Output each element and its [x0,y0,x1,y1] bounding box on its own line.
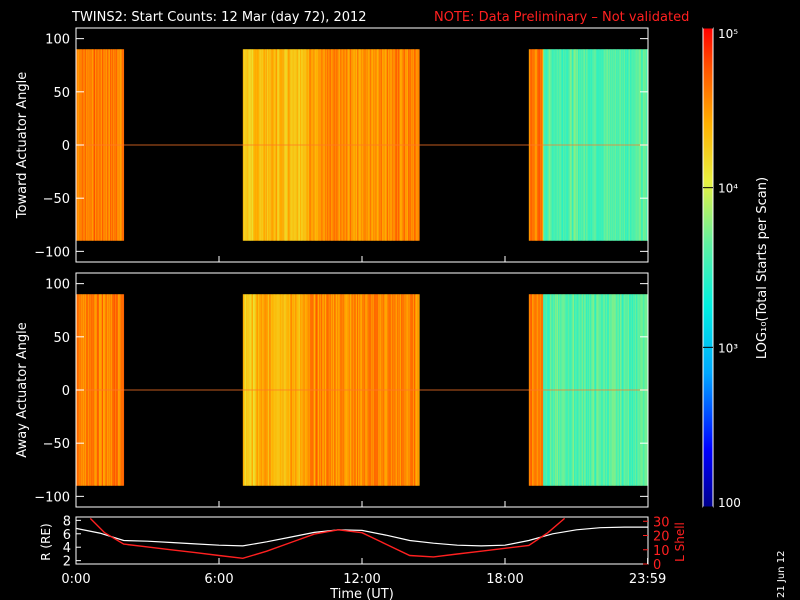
panel-frame [75,516,649,565]
y-tick-label: −100 [34,245,70,260]
colorbar-tick-label: 100 [718,496,741,510]
y-tick-label: 8 [63,514,71,529]
y2-tick-label: 0 [653,558,661,573]
colorbar-gradient [702,27,714,508]
y2-tick-label: 30 [653,515,670,530]
colorbar-tick-label: 10⁵ [718,27,738,41]
y-tick-group: 100 50 0 −50 −100 [34,278,648,507]
colorbar-tick-label: 10³ [718,341,738,355]
x-tick-label: 0:00 [61,572,90,587]
r-axis-label: R (RE) [39,523,53,560]
preliminary-note: NOTE: Data Preliminary – Not validated [434,10,689,25]
y-tick-group: 100 50 0 −50 −100 [34,33,648,262]
x-tick-label: 12:00 [343,572,380,587]
date-stamp: 21 Jun 12 [776,551,787,598]
y2-tick-label: 10 [653,544,670,559]
y2-tick-label: 20 [653,530,670,545]
x-tick-label: 23:59 [629,572,666,587]
y-tick-label: −100 [34,490,70,505]
y-tick-label: 100 [45,278,70,293]
y-tick-label: −50 [43,192,70,207]
y-tick-label: 50 [53,331,70,346]
toward-heatmap-panel: 100 50 0 −50 −100 Toward Actuator Angle [15,27,649,263]
x-tick-label: 18:00 [486,572,523,587]
chart-title: TWINS2: Start Counts: 12 Mar (day 72), 2… [71,10,367,25]
heatmap-cells [76,294,649,486]
colorbar: 10⁵ 10⁴ 10³ 100 LOG₁₀(Total Starts per Scan… [702,27,770,510]
toward-ylabel: Toward Actuator Angle [15,72,30,219]
lshell-axis-label: L Shell [673,522,687,562]
y-tick-label: 0 [62,139,70,154]
y-tick-label: 100 [45,33,70,48]
colorbar-label: LOG₁₀(Total Starts per Scan) [755,177,770,359]
y-tick-label: 4 [63,541,71,556]
x-axis-label: Time (UT) [329,587,394,600]
y-tick-label: 2 [63,555,71,570]
x-tick-label: 6:00 [204,572,233,587]
colorbar-ticks: 10⁵ 10⁴ 10³ 100 [703,27,741,510]
heatmap-cells [76,49,649,241]
away-ylabel: Away Actuator Angle [15,322,30,457]
y-tick-label: 50 [53,86,70,101]
y-tick-label: 0 [62,384,70,399]
r-series-line [75,526,648,547]
lshell-series-line [89,517,566,560]
colorbar-tick-label: 10⁴ [718,182,738,196]
y-tick-label: −50 [43,437,70,452]
y-tick-label: 6 [63,528,71,543]
away-heatmap-panel: 100 50 0 −50 −100 Away Actuator Angle [15,272,649,508]
